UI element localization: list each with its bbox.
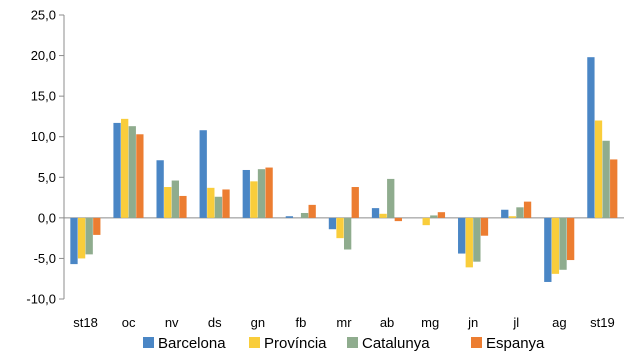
legend-item-catalunya: Catalunya [347, 335, 430, 352]
bar-prov-ncia-ab [379, 213, 387, 218]
x-tick-label-oc: oc [122, 315, 136, 330]
bar-prov-ncia-oc [121, 118, 129, 218]
bar-prov-ncia-gn [250, 181, 258, 218]
y-tick-label: 5,0 [38, 170, 56, 185]
bar-barcelona-mr [328, 217, 337, 230]
bar-catalunya-jl [516, 207, 524, 218]
bar-catalunya-ab [387, 178, 395, 218]
legend-swatch [249, 337, 260, 348]
x-tick-label-jn: jn [467, 315, 478, 330]
bar-espanya-ds [222, 189, 230, 218]
bar-barcelona-oc [113, 122, 121, 218]
y-tick-label: -10,0 [26, 292, 56, 307]
bar-prov-ncia-ds [207, 187, 215, 218]
bar-prov-ncia-ag [551, 217, 560, 274]
bar-catalunya-gn [257, 169, 266, 218]
legend-swatch [347, 337, 358, 348]
x-tick-label-mr: mr [336, 315, 352, 330]
bar-prov-ncia-jl [508, 216, 517, 218]
bar-catalunya-oc [128, 126, 136, 218]
bar-catalunya-mg [430, 215, 438, 218]
legend-item-prov-ncia: Província [249, 335, 327, 352]
bar-catalunya-nv [171, 180, 179, 218]
bar-catalunya-mr [344, 217, 352, 250]
bar-barcelona-st19 [587, 57, 595, 218]
bar-espanya-mr [351, 187, 359, 218]
bars [70, 57, 618, 282]
bar-espanya-mg [437, 212, 446, 218]
legend: Barcelona Província Catalunya Espanya [143, 335, 545, 352]
bar-catalunya-fb [300, 212, 309, 218]
bar-espanya-nv [179, 195, 187, 218]
bar-prov-ncia-jn [465, 217, 473, 268]
bar-catalunya-ds [214, 196, 223, 218]
x-tick-label-jl: jl [512, 315, 519, 330]
y-tick-label: -5,0 [34, 251, 56, 266]
bar-catalunya-st19 [602, 140, 610, 218]
bar-barcelona-ds [199, 130, 207, 218]
x-tick-label-ab: ab [380, 315, 394, 330]
x-axis-labels: st18 oc nv ds gn fb mr ab mg jn jl ag st19 [73, 315, 615, 330]
y-tick-label: 10,0 [31, 129, 56, 144]
bar-espanya-st19 [610, 159, 618, 218]
legend-item-barcelona: Barcelona [143, 335, 226, 352]
legend-label: Espanya [486, 335, 545, 352]
bar-barcelona-nv [156, 160, 164, 218]
legend-swatch [143, 337, 154, 348]
bar-barcelona-ag [544, 217, 552, 282]
y-tick-label: 0,0 [38, 210, 56, 225]
bar-espanya-ag [566, 217, 575, 261]
bar-espanya-gn [265, 167, 273, 218]
y-tick-label: 20,0 [31, 48, 56, 63]
bar-barcelona-jl [501, 209, 509, 218]
bar-catalunya-st18 [85, 217, 93, 255]
bar-catalunya-ag [559, 217, 567, 270]
x-tick-label-nv: nv [165, 315, 179, 330]
bar-prov-ncia-mg [422, 217, 430, 226]
bar-barcelona-jn [458, 217, 466, 254]
legend-item-espanya: Espanya [471, 335, 545, 352]
legend-label: Província [264, 335, 327, 352]
bar-espanya-oc [136, 134, 144, 218]
x-tick-label-mg: mg [421, 315, 439, 330]
bar-espanya-fb [308, 204, 316, 218]
x-tick-label-st19: st19 [590, 315, 615, 330]
y-tick-label: 15,0 [31, 89, 56, 104]
bar-espanya-ab [394, 217, 402, 222]
bar-prov-ncia-st19 [594, 120, 603, 218]
bar-prov-ncia-mr [336, 217, 344, 239]
bar-barcelona-gn [242, 169, 250, 218]
bar-catalunya-jn [473, 217, 481, 262]
bar-prov-ncia-st18 [77, 217, 86, 259]
x-tick-label-st18: st18 [73, 315, 98, 330]
legend-label: Barcelona [158, 335, 226, 352]
bar-espanya-jn [480, 217, 489, 236]
axes [59, 14, 624, 300]
y-axis-labels: -10,0 -5,0 0,0 5,0 10,0 15,0 20,0 25,0 [26, 8, 56, 307]
bar-prov-ncia-nv [164, 187, 172, 218]
x-tick-label-ds: ds [208, 315, 222, 330]
x-tick-label-gn: gn [251, 315, 265, 330]
legend-label: Catalunya [362, 335, 430, 352]
bar-espanya-st18 [93, 217, 101, 235]
bar-barcelona-fb [285, 216, 294, 218]
bar-barcelona-ab [371, 208, 380, 218]
y-tick-label: 25,0 [31, 8, 56, 23]
bar-barcelona-st18 [70, 217, 78, 265]
x-tick-label-ag: ag [552, 315, 566, 330]
x-tick-label-fb: fb [296, 315, 307, 330]
bar-espanya-jl [523, 201, 532, 218]
legend-swatch [471, 337, 482, 348]
